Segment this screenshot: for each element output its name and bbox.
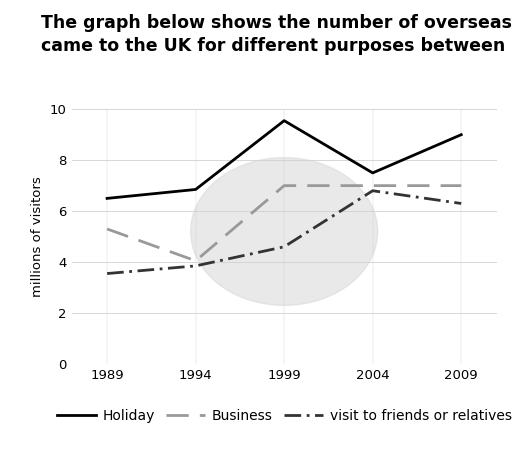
Y-axis label: millions of visitors: millions of visitors	[31, 176, 45, 297]
Text: The graph below shows the number of overseas visitors who
came to the UK for dif: The graph below shows the number of over…	[41, 14, 512, 55]
Legend: Holiday, Business, visit to friends or relatives: Holiday, Business, visit to friends or r…	[51, 403, 512, 429]
Ellipse shape	[190, 157, 378, 305]
